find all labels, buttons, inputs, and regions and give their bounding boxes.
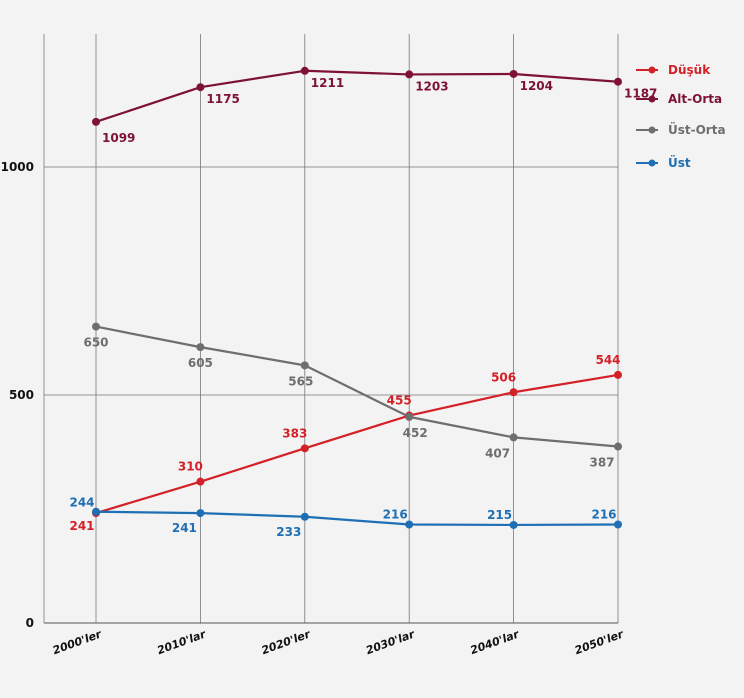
- legend-label: Üst: [668, 155, 691, 170]
- data-label: 241: [172, 521, 197, 535]
- grid: [43, 34, 619, 624]
- series-line: [95, 69, 619, 123]
- data-label: 215: [487, 508, 512, 522]
- legend-label: Üst-Orta: [668, 122, 726, 137]
- y-tick-label: 0: [26, 616, 34, 630]
- legend-label: Düşük: [668, 63, 711, 77]
- data-point: [405, 520, 414, 529]
- data-point: [614, 442, 622, 451]
- data-point: [196, 83, 205, 92]
- data-point: [196, 477, 205, 486]
- data-label: 216: [591, 508, 616, 522]
- data-point: [509, 433, 518, 442]
- data-label: 1099: [102, 131, 135, 145]
- data-label: 383: [282, 426, 307, 440]
- legend-swatch-marker: [648, 95, 656, 103]
- x-tick-label: 2010'lar: [155, 627, 208, 657]
- data-point: [614, 520, 622, 529]
- data-label: 650: [83, 336, 108, 350]
- y-axis: 0 500 1000: [1, 160, 34, 630]
- data-label: 544: [595, 353, 620, 367]
- data-label: 605: [188, 356, 213, 370]
- x-tick-label: 2040'lar: [469, 627, 522, 657]
- data-point: [92, 117, 100, 126]
- x-tick-label: 2020'ler: [260, 627, 313, 657]
- legend-label: Alt-Orta: [668, 92, 722, 106]
- data-point: [300, 361, 309, 370]
- data-point: [300, 444, 309, 453]
- data-label: 407: [485, 446, 510, 460]
- series-lines: [95, 69, 619, 527]
- data-point: [300, 66, 309, 75]
- data-point: [92, 322, 100, 331]
- data-label: 216: [383, 508, 408, 522]
- data-label: 233: [276, 525, 301, 539]
- x-tick-label: 2000'ler: [51, 627, 104, 657]
- data-label: 1175: [206, 92, 239, 106]
- data-point: [509, 69, 518, 78]
- data-point: [509, 388, 518, 397]
- series-points: [92, 66, 622, 529]
- data-point: [614, 370, 622, 379]
- data-point: [405, 412, 414, 421]
- data-label: 1211: [311, 76, 344, 90]
- x-axis: 2000'ler 2010'lar 2020'ler 2030'lar 2040'lar…: [51, 627, 626, 657]
- series-line: [95, 325, 619, 448]
- x-tick-label: 2030'lar: [364, 627, 417, 657]
- series-line: [95, 510, 619, 527]
- y-tick-label: 1000: [1, 160, 34, 174]
- data-label: 1203: [415, 79, 448, 93]
- data-point: [196, 509, 205, 518]
- x-tick-label: 2050'ler: [573, 627, 626, 657]
- data-label: 455: [387, 394, 412, 408]
- data-label: 565: [288, 374, 313, 388]
- data-point: [614, 77, 622, 86]
- series-line: [95, 373, 619, 515]
- data-label: 244: [69, 496, 94, 510]
- legend: Düşük Alt-Orta Üst-Orta Üst: [636, 63, 726, 170]
- data-label: 310: [178, 460, 203, 474]
- data-point: [509, 520, 518, 529]
- data-label: 1204: [520, 79, 553, 93]
- data-point: [300, 512, 309, 521]
- data-point: [405, 70, 414, 79]
- legend-swatch-marker: [648, 159, 656, 167]
- y-tick-label: 500: [9, 388, 34, 402]
- legend-swatch-marker: [648, 126, 656, 134]
- data-label: 452: [403, 426, 428, 440]
- data-label: 506: [491, 370, 516, 384]
- legend-swatch-marker: [648, 66, 656, 74]
- data-point: [92, 507, 100, 516]
- data-label: 241: [69, 519, 94, 533]
- data-label: 387: [589, 456, 614, 470]
- data-point: [196, 343, 205, 352]
